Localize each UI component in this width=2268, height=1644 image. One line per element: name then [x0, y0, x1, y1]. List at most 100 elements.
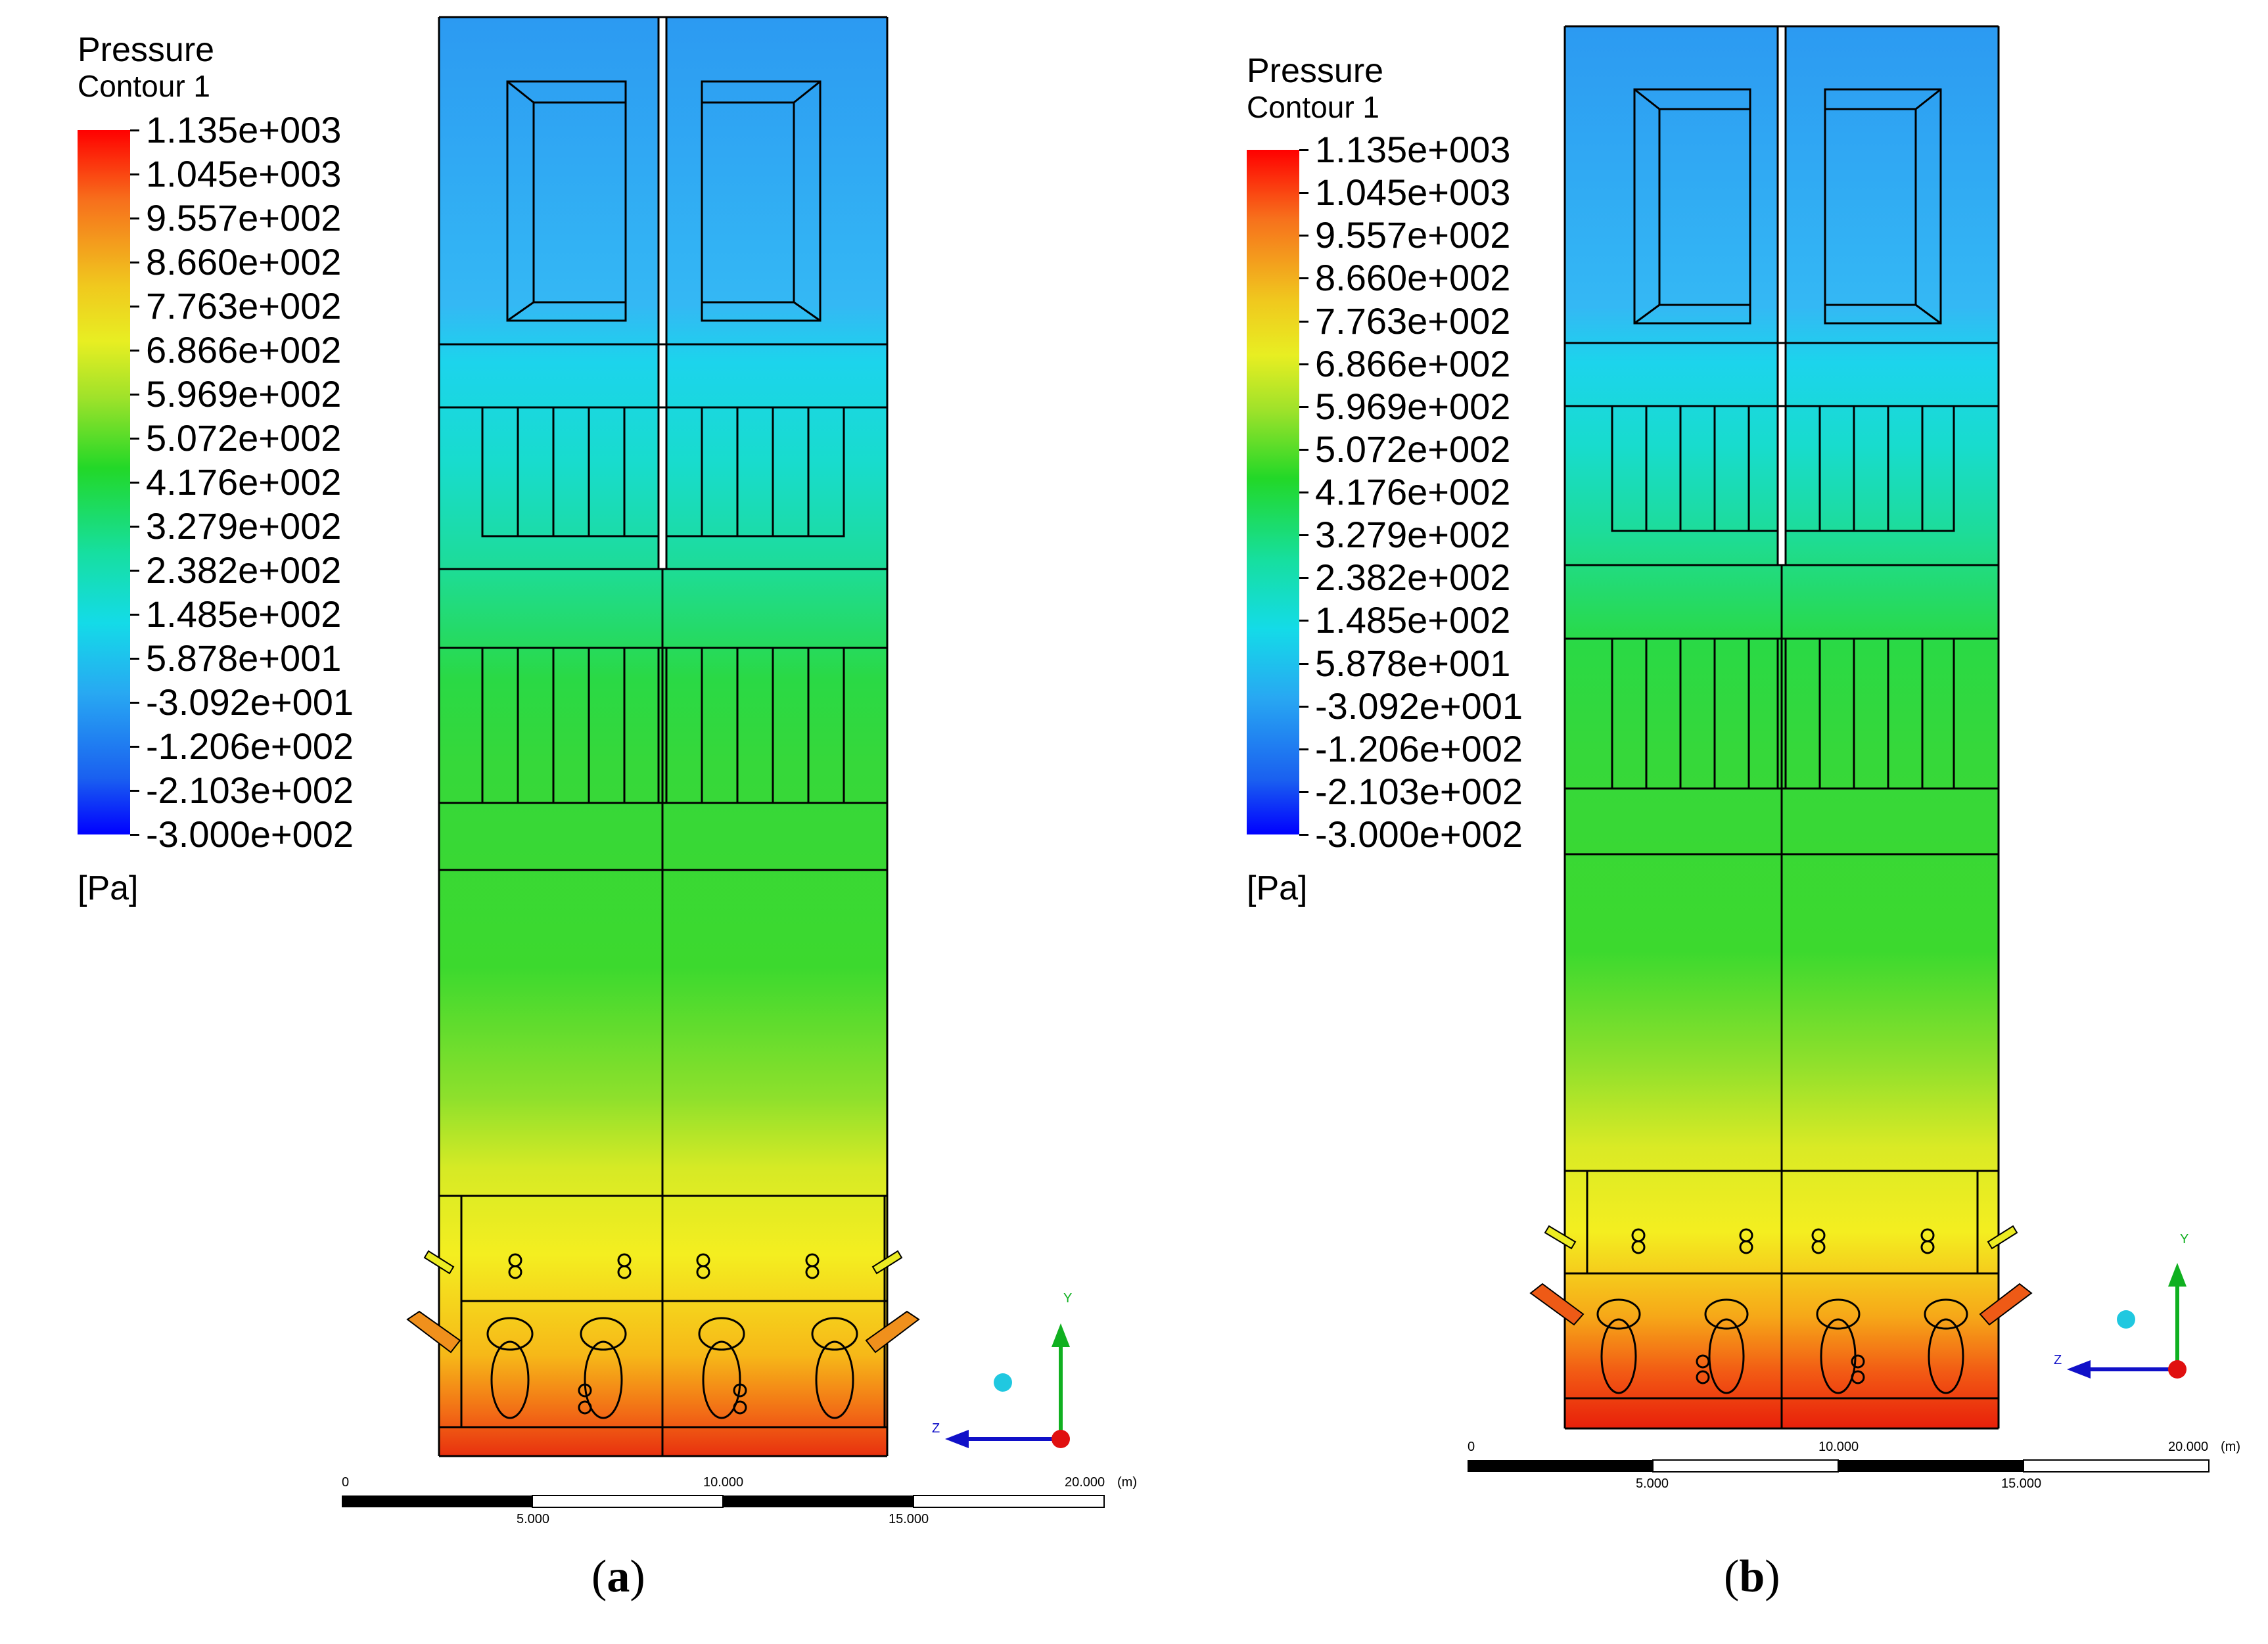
scale-label-5: 5.000: [1636, 1476, 1669, 1491]
legend-tick-mark: [130, 570, 139, 572]
legend-tick-label: 2.382e+002: [1315, 557, 1511, 599]
axis-triad-a: Y Z: [932, 1291, 1072, 1448]
legend-tick-label: -3.092e+001: [146, 681, 354, 723]
legend-tick-mark: [1299, 790, 1308, 793]
legend-tick-mark: [130, 834, 139, 836]
legend-tick-mark: [1299, 405, 1308, 408]
legend-subtitle: Contour 1: [1247, 90, 1380, 124]
legend-title: Pressure: [1247, 52, 1384, 90]
legend-tick-mark: [1299, 363, 1308, 365]
legend-tick-label: 9.557e+002: [1315, 214, 1511, 256]
scale-label-15: 15.000: [2001, 1476, 2041, 1491]
axis-y-label: Y: [2180, 1232, 2188, 1246]
scale-label-15: 15.000: [889, 1512, 929, 1526]
legend-tick-mark: [130, 350, 139, 352]
legend-tick-label: -2.103e+002: [1315, 770, 1523, 812]
pressure-contour-b: 0 10.000 20.000 (m) 5.000 15.000 Y Z: [1468, 25, 2240, 1491]
panel-b: Pressure Contour 1 1.135e+003 1.045e+003 9…: [1134, 0, 2267, 1644]
scale-label-10: 10.000: [1818, 1440, 1859, 1454]
legend-tick-mark: [1299, 491, 1308, 493]
legend-tick-mark: [130, 262, 139, 263]
legend-tick-label: 4.176e+002: [146, 461, 342, 503]
legend-tick-mark: [1299, 705, 1308, 708]
legend-tick-label: -3.000e+002: [1315, 813, 1523, 855]
legend-tick-mark: [130, 702, 139, 704]
unit-label: [Pa]: [1247, 869, 1308, 907]
legend-tick-mark: [130, 217, 139, 219]
pressure-contour-a: 0 10.000 20.000 (m) 5.000 15.000 Y Z: [342, 16, 1137, 1526]
legend-tick-mark: [130, 614, 139, 616]
scale-bar-b: 0 10.000 20.000 (m) 5.000 15.000: [1468, 1440, 2240, 1491]
legend-subtitle: Contour 1: [78, 69, 211, 103]
legend-tick-mark: [130, 482, 139, 484]
legend-tick-label: 5.878e+001: [1315, 642, 1511, 684]
legend-tick-mark: [1299, 192, 1308, 194]
scale-label-0: 0: [342, 1475, 349, 1490]
legend-tick-label: 8.660e+002: [146, 241, 342, 283]
legend-tick-label: 5.072e+002: [1315, 428, 1511, 470]
colorbar: [78, 130, 130, 834]
legend-tick-label: 5.072e+002: [146, 417, 342, 459]
unit-label: [Pa]: [78, 869, 139, 907]
legend-tick-mark: [1299, 748, 1308, 750]
axis-z-label: Z: [932, 1421, 940, 1436]
legend-tick-label: 1.485e+002: [146, 593, 342, 635]
legend-tick-mark: [1299, 277, 1308, 280]
scale-label-20: 20.000: [2168, 1440, 2208, 1454]
legend-tick-label: 5.969e+002: [1315, 385, 1511, 427]
legend-tick-label: 1.485e+002: [1315, 599, 1511, 641]
caption-b: (b): [1724, 1551, 1780, 1602]
legend-tick-mark: [1299, 834, 1308, 836]
scale-unit: (m): [1117, 1475, 1137, 1490]
scale-label-20: 20.000: [1065, 1475, 1105, 1490]
legend-tick-mark: [1299, 149, 1308, 151]
legend-tick-mark: [1299, 448, 1308, 451]
legend-tick-label: 1.045e+003: [1315, 171, 1511, 214]
legend-title: Pressure: [78, 31, 215, 69]
scale-label-5: 5.000: [517, 1512, 549, 1526]
legend-tick-mark: [1299, 620, 1308, 622]
legend-tick-label: 4.176e+002: [1315, 471, 1511, 513]
axis-y-label: Y: [1063, 1291, 1072, 1306]
legend-tick-label: 3.279e+002: [1315, 514, 1511, 556]
legend-tick-label: 6.866e+002: [146, 329, 342, 371]
legend-tick-label: -1.206e+002: [1315, 727, 1523, 769]
legend-tick-mark: [130, 306, 139, 308]
scale-unit: (m): [2221, 1440, 2240, 1454]
legend-tick-mark: [130, 129, 139, 131]
legend-tick-label: -2.103e+002: [146, 769, 354, 811]
legend-tick-label: -3.000e+002: [146, 813, 354, 855]
legend-tick-mark: [130, 438, 139, 440]
scale-bar-a: 0 10.000 20.000 (m) 5.000 15.000: [342, 1475, 1137, 1526]
legend-tick-label: 8.660e+002: [1315, 257, 1511, 299]
legend-tick-mark: [130, 394, 139, 396]
caption-a: (a): [591, 1551, 645, 1602]
legend-tick-label: 1.135e+003: [1315, 129, 1511, 170]
legend-tick-mark: [130, 526, 139, 528]
legend-tick-label: 6.866e+002: [1315, 342, 1511, 384]
legend-tick-label: 9.557e+002: [146, 197, 342, 239]
legend-tick-mark: [1299, 577, 1308, 580]
axis-z-label: Z: [2054, 1353, 2062, 1367]
legend-tick-mark: [1299, 662, 1308, 665]
legend-tick-mark: [130, 173, 139, 175]
legend-tick-label: 7.763e+002: [146, 285, 342, 327]
legend-tick-mark: [130, 790, 139, 792]
legend-tick-label: -3.092e+001: [1315, 685, 1523, 727]
legend-tick-label: -1.206e+002: [146, 725, 354, 767]
legend-tick-label: 7.763e+002: [1315, 300, 1511, 342]
legend-tick-label: 5.969e+002: [146, 373, 342, 415]
legend-tick-label: 3.279e+002: [146, 505, 342, 547]
colorbar: [1247, 150, 1299, 834]
legend-tick-label: 1.135e+003: [146, 109, 342, 150]
legend-tick-label: 1.045e+003: [146, 153, 342, 194]
scale-label-10: 10.000: [703, 1475, 743, 1490]
legend-tick-mark: [1299, 235, 1308, 237]
legend-tick-label: 5.878e+001: [146, 637, 342, 679]
legend-tick-label: 2.382e+002: [146, 549, 342, 591]
axis-triad-b: Y Z: [2054, 1232, 2188, 1379]
panel-a: Pressure Contour 1 1.135e+003 1.045e+003 9…: [78, 16, 1137, 1602]
legend-tick-mark: [1299, 534, 1308, 537]
scale-label-0: 0: [1468, 1440, 1475, 1454]
legend-tick-mark: [130, 746, 139, 748]
